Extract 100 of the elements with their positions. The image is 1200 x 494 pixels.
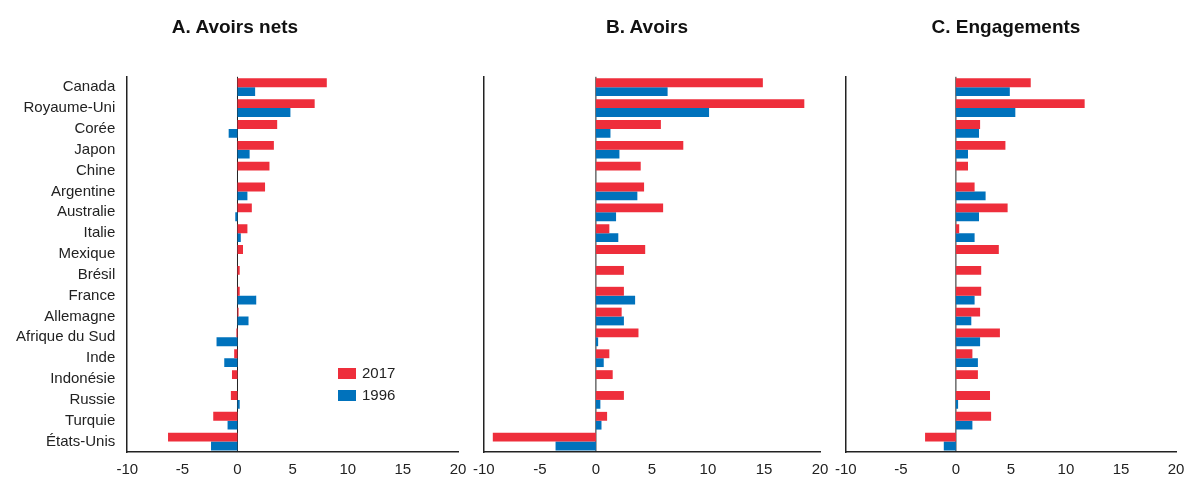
bar (213, 411, 238, 421)
bar (955, 286, 982, 296)
bar (595, 391, 624, 400)
bar (955, 265, 982, 275)
bar (230, 391, 238, 400)
bar (595, 328, 639, 338)
y-tick-label: Italie (83, 223, 116, 241)
x-tick-label: 20 (811, 460, 829, 478)
x-tick-label: 5 (288, 460, 297, 478)
x-tick-label: 5 (1006, 460, 1016, 478)
bar (955, 108, 1016, 117)
x-tick-label: 20 (1167, 460, 1185, 478)
bar (168, 432, 238, 442)
y-tick-label: Brésil (77, 264, 116, 282)
bar (595, 149, 620, 159)
bar (595, 295, 636, 305)
bar (955, 149, 968, 159)
bar (234, 349, 238, 359)
bar (595, 349, 610, 359)
x-tick-label: -10 (116, 460, 139, 478)
y-tick-label: Indonésie (50, 369, 116, 387)
x-tick-label: 10 (339, 460, 357, 478)
x-tick-label: -10 (473, 460, 495, 478)
bar (595, 161, 641, 171)
bar (955, 224, 960, 234)
bar (237, 224, 248, 234)
bar (237, 182, 266, 192)
y-tick-label: Australie (56, 202, 116, 220)
bar (955, 182, 975, 192)
bar (943, 441, 956, 451)
bar (955, 399, 959, 409)
x-tick-label: 0 (591, 460, 601, 478)
bar (237, 99, 315, 109)
x-tick-label: 5 (647, 460, 657, 478)
bar (227, 420, 238, 430)
y-tick-label: Allemagne (44, 306, 116, 324)
bar (595, 265, 624, 275)
bar (595, 245, 646, 254)
bar (955, 99, 1085, 109)
bar (492, 432, 596, 442)
bar (595, 212, 617, 222)
y-tick-label: Royaume-Uni (23, 98, 116, 116)
bar (237, 295, 257, 305)
y-tick-label: Japon (74, 139, 116, 157)
bar (955, 233, 975, 242)
bar (237, 245, 243, 254)
bar (955, 337, 981, 347)
x-tick-label: 10 (699, 460, 717, 478)
y-tick-label: Mexique (58, 244, 116, 262)
bar (237, 233, 241, 242)
x-tick-label: 20 (449, 460, 467, 478)
bar (235, 212, 238, 222)
bar (237, 78, 327, 88)
bar (237, 108, 291, 117)
bar (595, 233, 619, 242)
bar (955, 420, 973, 430)
bar (955, 203, 1008, 213)
y-tick-label: Corée (74, 119, 116, 137)
x-tick-label: -10 (835, 460, 857, 478)
y-tick-label: Afrique du Sud (15, 327, 116, 345)
bar (955, 128, 979, 138)
bar (237, 161, 270, 171)
x-tick-label: 0 (233, 460, 242, 478)
bar (595, 286, 624, 296)
bar (595, 87, 668, 97)
bar (595, 224, 610, 234)
bar (237, 191, 248, 201)
bar (595, 316, 624, 326)
legend-label: 2017 (362, 364, 396, 382)
bar (595, 128, 611, 138)
bar (955, 370, 978, 380)
x-tick-label: -5 (894, 460, 908, 478)
bar (595, 370, 613, 380)
bar (955, 245, 999, 254)
bar (955, 120, 981, 129)
bar (237, 316, 249, 326)
bar (595, 140, 684, 150)
chart-title: A. Avoirs nets (171, 15, 299, 37)
bar (237, 286, 240, 296)
bar (955, 358, 978, 368)
bar (595, 108, 710, 117)
bar (595, 337, 599, 347)
bar (955, 295, 975, 305)
x-tick-label: 15 (1112, 460, 1130, 478)
bar (231, 370, 238, 380)
bar (955, 140, 1006, 150)
bar (237, 203, 252, 213)
x-tick-label: -5 (533, 460, 547, 478)
x-tick-label: 10 (1057, 460, 1075, 478)
x-tick-label: 15 (755, 460, 773, 478)
bar (595, 182, 645, 192)
y-tick-label: Chine (76, 160, 116, 178)
bar (595, 99, 805, 109)
x-tick-label: 0 (951, 460, 961, 478)
bar (228, 128, 238, 138)
bar (595, 191, 638, 201)
chart-title: B. Avoirs (605, 15, 689, 37)
bar (237, 120, 278, 129)
bar (595, 307, 622, 317)
y-tick-label: Argentine (51, 181, 116, 199)
